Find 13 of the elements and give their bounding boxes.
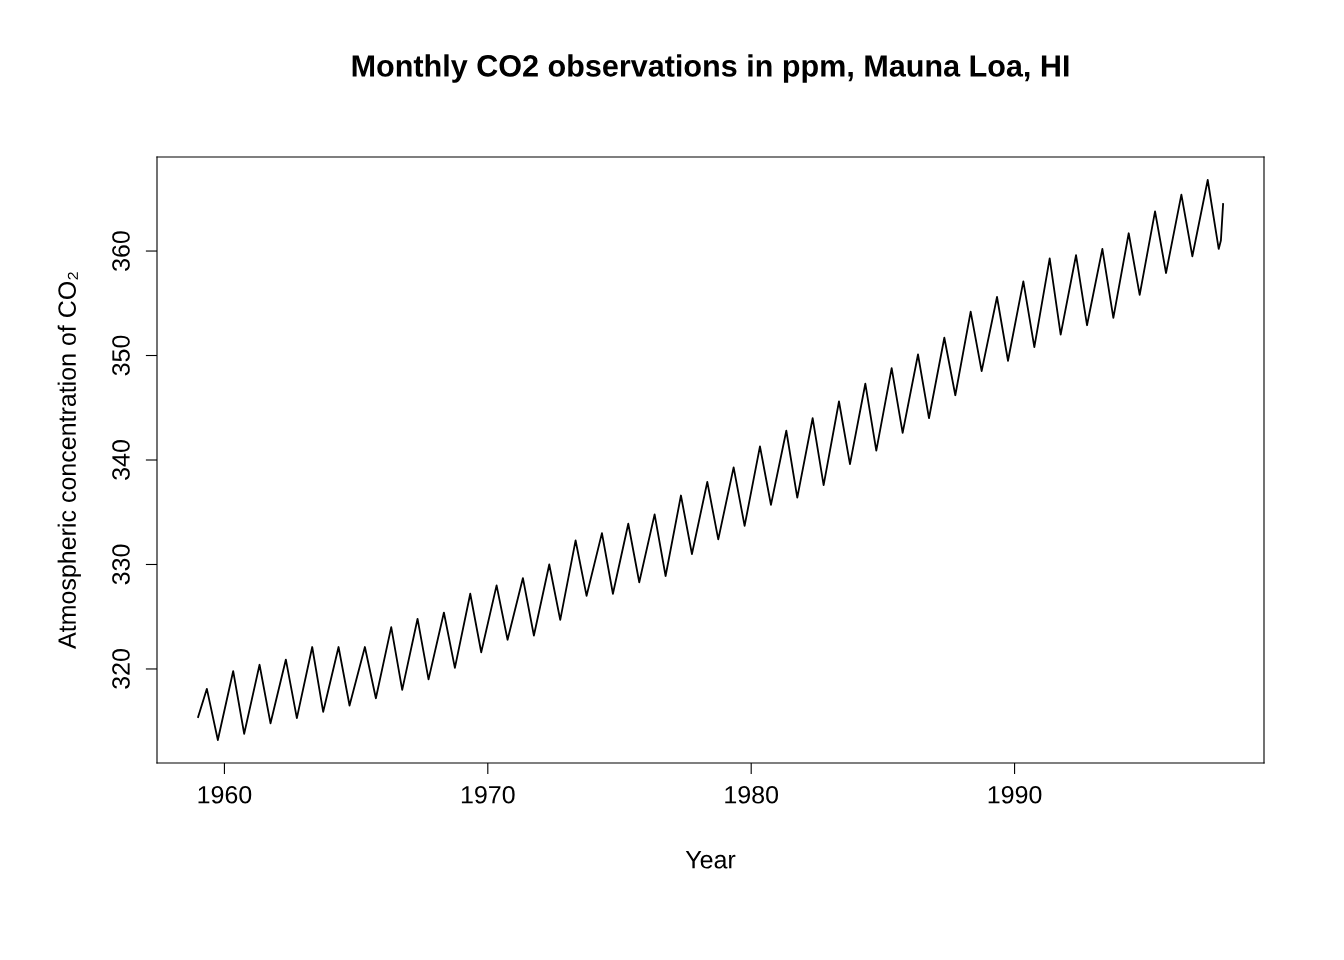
x-tick-label: 1960 [198,785,252,804]
y-tick-label: 330 [112,544,130,585]
x-tick-label: 1990 [988,785,1042,804]
y-tick-label: 350 [112,335,130,376]
y-tick-label: 320 [112,649,130,689]
x-tick-label: 1980 [725,785,779,804]
y-tick-label: 340 [112,440,130,480]
line-series [197,179,1225,741]
x-tick-label: 1970 [461,785,515,804]
chart-title: Monthly CO2 observations in ppm, Mauna Loa, HI [352,54,1069,83]
y-axis-title: Atmospheric concentration of CO₂ [57,272,81,649]
y-tick-label: 360 [112,231,130,271]
x-axis-title: Year [685,851,736,869]
